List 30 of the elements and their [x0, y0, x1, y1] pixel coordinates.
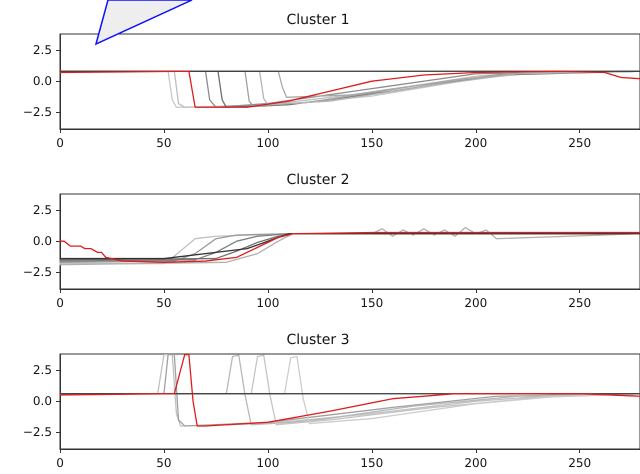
y-tick-label: 2.5 [32, 43, 52, 58]
x-tick-label: 200 [464, 456, 488, 470]
y-tick-label: 2.5 [32, 363, 52, 378]
x-tick-label: 100 [256, 296, 280, 310]
x-tick-label: 100 [256, 456, 280, 470]
y-tick-label: 2.5 [32, 203, 52, 218]
y-tick-label: 0.0 [32, 74, 52, 88]
x-tick-label: 0 [56, 456, 64, 470]
x-tick-label: 50 [156, 456, 172, 470]
chart-title: Cluster 3 [286, 332, 350, 348]
y-tick-label: −2.5 [22, 425, 52, 440]
x-tick-label: 200 [464, 296, 488, 310]
chart-title: Cluster 1 [286, 12, 350, 28]
x-tick-label: 250 [568, 296, 592, 310]
x-tick-label: 100 [256, 136, 280, 150]
x-tick-label: 250 [568, 136, 592, 150]
x-tick-label: 0 [56, 296, 64, 310]
chart-title: Cluster 2 [286, 172, 350, 188]
x-tick-label: 200 [464, 136, 488, 150]
x-tick-label: 50 [156, 296, 172, 310]
x-tick-label: 0 [56, 136, 64, 150]
x-tick-label: 150 [360, 456, 384, 470]
y-tick-label: 0.0 [32, 234, 52, 248]
x-tick-label: 150 [360, 296, 384, 310]
y-tick-label: −2.5 [22, 265, 52, 280]
x-tick-label: 250 [568, 456, 592, 470]
y-tick-label: 0.0 [32, 394, 52, 408]
y-tick-label: −2.5 [22, 105, 52, 120]
x-tick-label: 50 [156, 136, 172, 150]
x-tick-label: 150 [360, 136, 384, 150]
